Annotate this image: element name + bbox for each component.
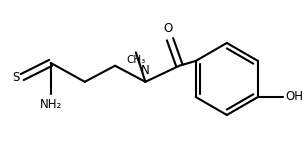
Text: S: S: [12, 71, 20, 84]
Text: CH₃: CH₃: [126, 55, 145, 65]
Text: NH₂: NH₂: [40, 98, 62, 111]
Text: OH: OH: [285, 90, 303, 103]
Text: N: N: [141, 64, 150, 77]
Text: O: O: [163, 22, 173, 35]
